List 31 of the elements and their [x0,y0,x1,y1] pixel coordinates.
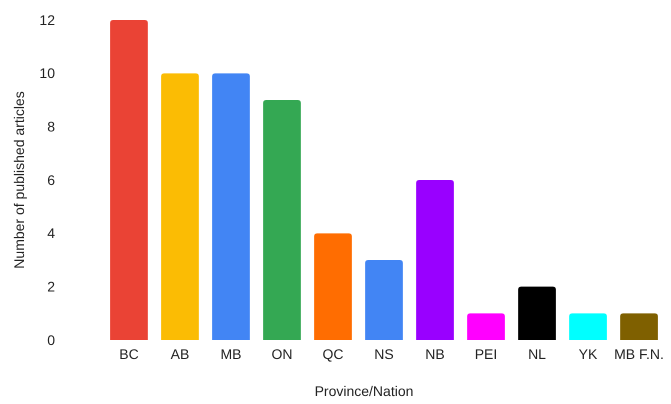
bar [416,180,454,340]
bar [110,20,148,340]
y-tick-label: 6 [47,172,56,188]
bar [467,313,505,340]
bar [518,286,556,340]
bar [263,100,301,340]
bar [314,233,352,340]
bar [212,73,250,340]
bar [161,73,199,340]
x-tick-label: NL [528,346,546,362]
x-tick-label: BC [119,346,139,362]
x-axis-title: Province/Nation [314,383,414,399]
x-tick-label: ON [271,346,292,362]
bar [569,313,607,340]
x-tick-label: YK [578,346,598,362]
x-tick-label: MB F.N. [614,346,664,362]
x-tick-label: PEI [474,346,498,362]
bar [365,260,403,340]
y-tick-label: 2 [47,278,56,295]
y-axis-title: Number of published articles [11,91,27,269]
x-tick-label: QC [322,346,344,362]
y-tick-label: 4 [47,225,56,242]
y-tick-label: 10 [39,65,56,82]
x-tick-label: MB [220,346,242,362]
x-tick-label: NS [374,346,394,362]
y-tick-label: 8 [47,118,56,135]
y-tick-label: 0 [47,332,56,348]
x-tick-label: NB [425,346,445,362]
y-tick-label: 12 [39,12,56,28]
bar [620,313,658,340]
x-tick-label: AB [170,346,190,362]
